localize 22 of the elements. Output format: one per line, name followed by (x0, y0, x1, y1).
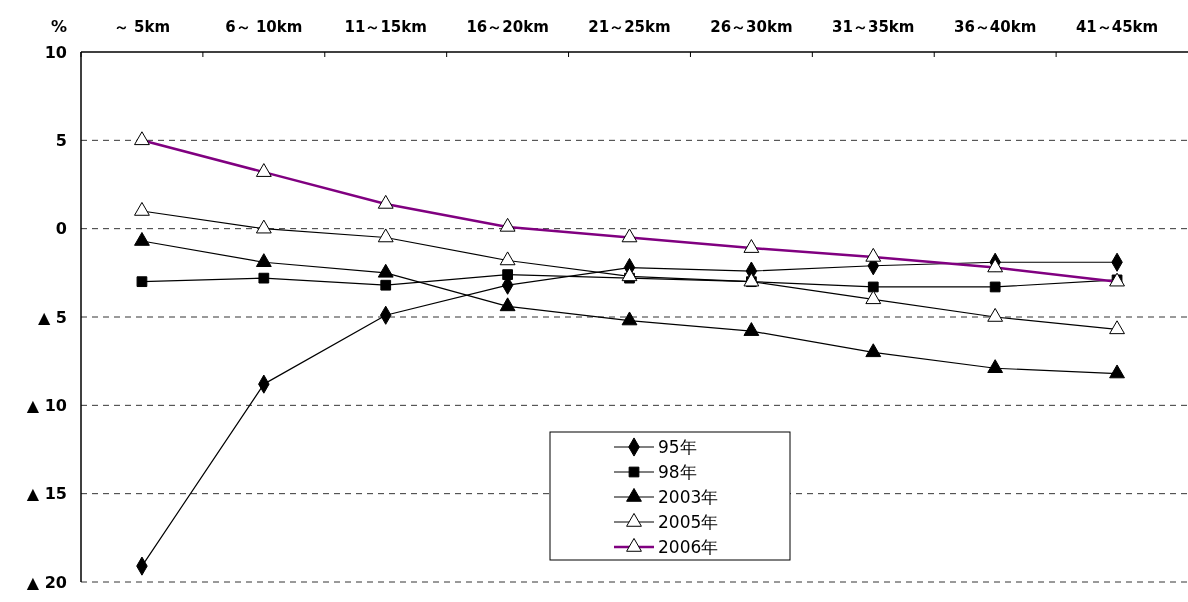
x-tick-label: 16～20km (466, 18, 549, 36)
x-tick-label: 21～25km (588, 18, 671, 36)
legend-label: 2003年 (658, 486, 719, 507)
y-tick-label: ▲ 20 (26, 572, 67, 592)
y-tick-label: ▲ 5 (37, 307, 67, 327)
x-tick-label: ～ 5km (113, 18, 171, 36)
legend-label: 98年 (658, 461, 697, 482)
legend-label: 95年 (658, 436, 697, 457)
x-tick-label: 26～30km (710, 18, 793, 36)
x-tick-label: 6～ 10km (225, 18, 303, 36)
x-tick-label: 41～45km (1075, 18, 1159, 36)
legend-label: 2006年 (658, 536, 719, 557)
legend-label: 2005年 (658, 511, 719, 532)
y-tick-label: 10 (44, 42, 67, 62)
x-tick-label: 11～15km (344, 18, 427, 36)
x-tick-label: 31～35km (832, 18, 915, 36)
y-axis-title: % (50, 17, 68, 36)
y-tick-label: 5 (55, 130, 67, 150)
y-tick-label: 0 (55, 219, 67, 239)
y-tick-label: ▲ 15 (26, 484, 67, 504)
y-tick-label: ▲ 10 (26, 395, 67, 415)
x-tick-label: 36～40km (953, 18, 1037, 36)
